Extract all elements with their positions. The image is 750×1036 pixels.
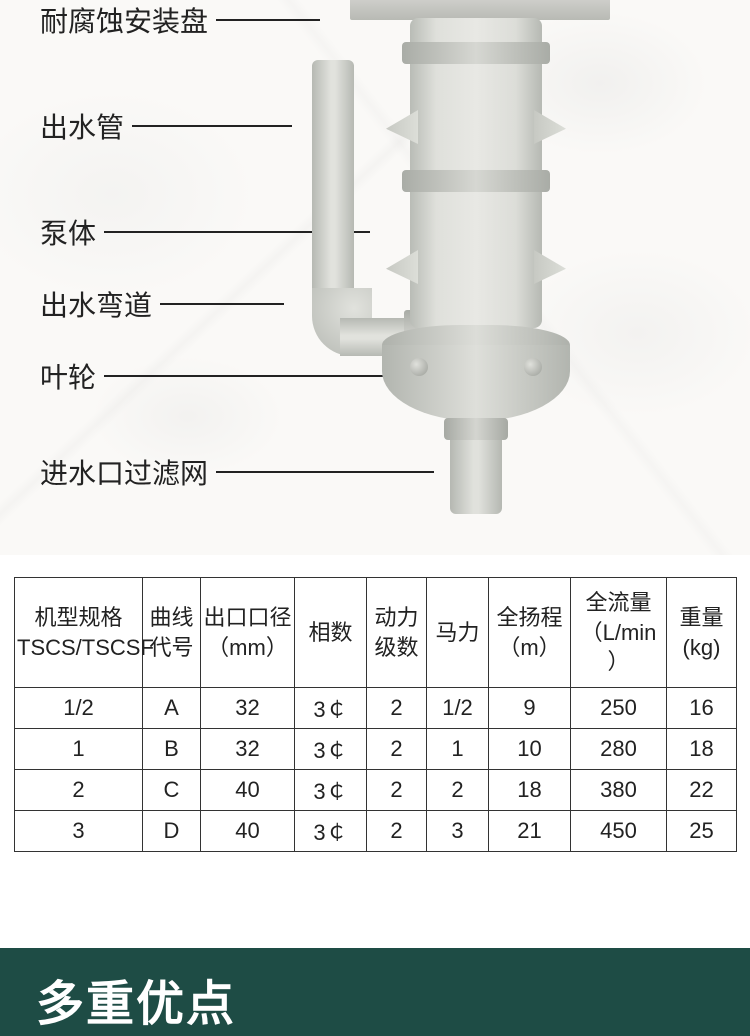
- pump-body-ring: [402, 42, 550, 64]
- table-header-row: 机型规格TSCS/TSCSF 曲线代号 出口口径（mm） 相数 动力级数 马力 …: [15, 578, 737, 688]
- table-cell: 450: [571, 811, 667, 852]
- pump-fin: [386, 110, 418, 144]
- label-text: 耐腐蚀安装盘: [40, 0, 208, 40]
- table-header: 马力: [427, 578, 489, 688]
- pump-bolt: [410, 358, 428, 376]
- label-text: 出水弯道: [40, 284, 152, 324]
- table-cell: 380: [571, 770, 667, 811]
- table-cell: 2: [367, 729, 427, 770]
- table-cell: 16: [667, 688, 737, 729]
- table-cell: 9: [489, 688, 571, 729]
- pump-illustration: [290, 0, 630, 525]
- table-cell: 3￠: [295, 811, 367, 852]
- table-cell: 280: [571, 729, 667, 770]
- table-row: 1B323￠211028018: [15, 729, 737, 770]
- label-text: 叶轮: [40, 356, 96, 396]
- pump-fin: [534, 110, 566, 144]
- label-text: 进水口过滤网: [40, 452, 208, 492]
- table-cell: 250: [571, 688, 667, 729]
- table-header: 动力级数: [367, 578, 427, 688]
- table-cell: 2: [367, 811, 427, 852]
- table-cell: 18: [489, 770, 571, 811]
- footer-title-band: 多重优点: [0, 948, 750, 1036]
- table-row: 2C403￠221838022: [15, 770, 737, 811]
- leader-line: [132, 125, 292, 127]
- table-body: 1/2A323￠21/29250161B323￠2110280182C403￠2…: [15, 688, 737, 852]
- table-header: 全流量（L/min）: [571, 578, 667, 688]
- pump-diagram: 耐腐蚀安装盘 出水管 泵体 出水弯道 叶轮 进水口过滤网: [0, 0, 750, 555]
- table-cell: 1/2: [427, 688, 489, 729]
- table-cell: 1: [15, 729, 143, 770]
- pump-impeller-housing: [382, 345, 570, 421]
- pump-mount-plate: [350, 0, 610, 20]
- table-cell: 2: [15, 770, 143, 811]
- table-cell: 3: [15, 811, 143, 852]
- table-cell: 2: [367, 770, 427, 811]
- table-cell: 25: [667, 811, 737, 852]
- table-cell: 21: [489, 811, 571, 852]
- label-outlet-pipe: 出水管: [40, 106, 292, 146]
- label-mount-plate: 耐腐蚀安装盘: [40, 0, 320, 40]
- pump-outlet-pipe: [312, 60, 354, 310]
- table-cell: 2: [427, 770, 489, 811]
- table-cell: 32: [201, 729, 295, 770]
- pump-bolt: [524, 358, 542, 376]
- table-row: 3D403￠232145025: [15, 811, 737, 852]
- label-outlet-elbow: 出水弯道: [40, 284, 284, 324]
- table-header: 出口口径（mm）: [201, 578, 295, 688]
- footer-title: 多重优点: [36, 978, 236, 1031]
- table-cell: 1: [427, 729, 489, 770]
- table-cell: D: [143, 811, 201, 852]
- leader-line: [160, 303, 284, 305]
- table-cell: 32: [201, 688, 295, 729]
- table-header: 机型规格TSCS/TSCSF: [15, 578, 143, 688]
- pump-fin: [534, 250, 566, 284]
- label-text: 泵体: [40, 212, 96, 252]
- table-header: 重量(kg): [667, 578, 737, 688]
- table-cell: 3￠: [295, 688, 367, 729]
- table-row: 1/2A323￠21/2925016: [15, 688, 737, 729]
- table-cell: 3￠: [295, 770, 367, 811]
- pump-fin: [386, 250, 418, 284]
- table-cell: 40: [201, 770, 295, 811]
- table-cell: 18: [667, 729, 737, 770]
- table-cell: C: [143, 770, 201, 811]
- table-cell: B: [143, 729, 201, 770]
- pump-body-ring: [402, 170, 550, 192]
- table-cell: 10: [489, 729, 571, 770]
- table-cell: 40: [201, 811, 295, 852]
- table-cell: 3￠: [295, 729, 367, 770]
- table-header: 全扬程（m）: [489, 578, 571, 688]
- table-cell: 2: [367, 688, 427, 729]
- table-cell: 1/2: [15, 688, 143, 729]
- label-text: 出水管: [40, 106, 124, 146]
- table-cell: A: [143, 688, 201, 729]
- table-cell: 22: [667, 770, 737, 811]
- table-header: 相数: [295, 578, 367, 688]
- pump-inlet-filter: [450, 418, 502, 514]
- table-header: 曲线代号: [143, 578, 201, 688]
- table-cell: 3: [427, 811, 489, 852]
- spec-table: 机型规格TSCS/TSCSF 曲线代号 出口口径（mm） 相数 动力级数 马力 …: [14, 577, 737, 852]
